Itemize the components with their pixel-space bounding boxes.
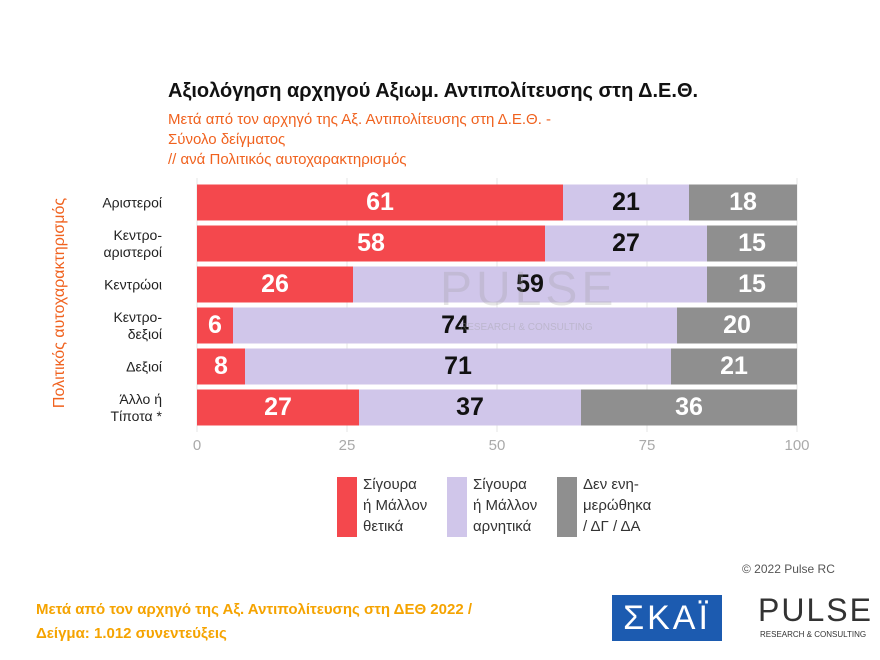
value-label: 36 (675, 393, 703, 421)
value-label: 20 (723, 311, 751, 339)
bar-segment (197, 389, 359, 426)
footer-line: Δείγμα: 1.012 συνεντεύξεις (36, 625, 227, 642)
x-tick-label: 100 (784, 437, 809, 454)
y-axis-label: Πολιτικός αυτοχαρακτηρισμός (51, 197, 68, 409)
x-tick-label: 75 (639, 437, 656, 454)
y-tick-label: Κεντρώοι (104, 276, 162, 292)
value-label: 15 (738, 270, 766, 298)
legend-label: Δεν ενη- μερώθηκα / ΔΓ / ΔΑ (583, 476, 652, 535)
value-label: 15 (738, 229, 766, 257)
value-label: 27 (264, 393, 292, 421)
bar-segment (197, 184, 563, 221)
y-tick-label: Δεξιοί (126, 358, 162, 374)
bar-segment (197, 225, 545, 262)
bar-segment (689, 184, 797, 221)
bar-segment (197, 266, 353, 303)
pulse-logo-sub: RESEARCH & CONSULTING (760, 630, 867, 639)
bar-segment (245, 348, 671, 385)
bar-segment (707, 266, 797, 303)
value-label: 71 (444, 352, 472, 380)
pulse-logo: PULSE (758, 592, 873, 628)
y-tick-label: Άλλο ή Τίποτα * (110, 390, 162, 424)
value-label: 27 (612, 229, 640, 257)
chart-title: Αξιολόγηση αρχηγού Αξιωμ. Αντιπολίτευσης… (168, 80, 699, 102)
bar-segment (563, 184, 689, 221)
footer-line: Μετά από τον αρχηγό της Αξ. Αντιπολίτευσ… (36, 601, 473, 618)
y-tick-label: Κεντρο- αριστεροί (103, 226, 162, 260)
legend-swatch (557, 477, 577, 537)
value-label: 58 (357, 229, 385, 257)
bar-segment (707, 225, 797, 262)
value-label: 8 (214, 352, 228, 380)
x-tick-label: 25 (339, 437, 356, 454)
bar-segment (671, 348, 797, 385)
value-label: 21 (612, 188, 640, 216)
copyright: © 2022 Pulse RC (742, 562, 835, 576)
legend-swatch (447, 477, 467, 537)
value-label: 21 (720, 352, 748, 380)
value-label: 61 (366, 188, 394, 216)
bar-segment (197, 348, 245, 385)
watermark: PULSE (440, 263, 618, 316)
bar-segment (581, 389, 797, 426)
value-label: 37 (456, 393, 484, 421)
y-tick-label: Κεντρο- δεξιοί (113, 308, 162, 342)
value-label: 26 (261, 270, 289, 298)
bar-segment (353, 266, 707, 303)
bar-segment (197, 307, 233, 344)
y-tick-label: Αριστεροί (102, 194, 162, 210)
value-label: 6 (208, 311, 222, 339)
value-label: 74 (441, 311, 469, 339)
value-label: 59 (516, 270, 544, 298)
bar-segment (233, 307, 677, 344)
x-tick-label: 50 (489, 437, 506, 454)
legend-swatch (337, 477, 357, 537)
legend-label: Σίγουρα ή Μάλλον αρνητικά (473, 476, 538, 535)
watermark-sub: RESEARCH & CONSULTING (460, 322, 593, 333)
legend-label: Σίγουρα ή Μάλλον θετικά (363, 476, 428, 535)
skai-logo: ΣΚΑΪ (612, 595, 722, 641)
bar-segment (677, 307, 797, 344)
value-label: 18 (729, 188, 757, 216)
chart-subtitle: Μετά από τον αρχηγό της Αξ. Αντιπολίτευσ… (168, 111, 552, 168)
x-tick-label: 0 (193, 437, 201, 454)
bar-segment (545, 225, 707, 262)
bar-segment (359, 389, 581, 426)
